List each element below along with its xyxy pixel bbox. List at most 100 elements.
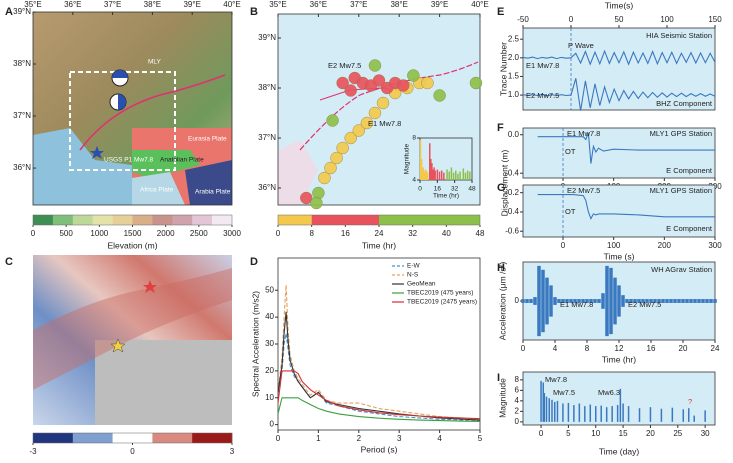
lat-tick-label: 39°N — [258, 33, 276, 42]
x-tick-label: 15 — [619, 429, 628, 438]
panel-letter: C — [5, 256, 13, 268]
line-series — [537, 194, 715, 221]
colorbar-tick-label: 2000 — [157, 229, 175, 238]
panel-letter: B — [250, 6, 258, 18]
aftershock — [368, 106, 382, 120]
aftershock — [330, 151, 343, 165]
colorbar-segment — [33, 433, 74, 443]
annotation: OT — [565, 147, 576, 156]
x-tick-label: 16 — [647, 344, 656, 353]
x-tick-label: 0 — [418, 186, 422, 193]
colorbar-tick-label: 48 — [476, 229, 485, 238]
colorbar-tick-label: 3000 — [223, 229, 241, 238]
aftershock — [344, 131, 357, 145]
colorbar-segment — [278, 215, 312, 225]
colorbar-segment — [379, 215, 480, 225]
lon-tick-label: 37°E — [350, 0, 367, 9]
x-tick-label: 0 — [521, 344, 526, 353]
annotation: WH AGrav Station — [651, 265, 712, 274]
annotation: E1 Mw7.8 — [560, 300, 593, 309]
y-tick-label: 0 — [515, 417, 520, 426]
colorbar-tick-label: 0 — [31, 229, 36, 238]
annotation: ? — [688, 397, 692, 406]
line-series — [522, 78, 716, 111]
x-tick-label: 5 — [478, 434, 483, 443]
y-axis-label: Magnitude — [404, 143, 411, 174]
panel-letter: A — [5, 6, 13, 18]
y-tick-label: 30 — [265, 339, 274, 348]
panel-letter: H — [497, 262, 505, 274]
y-tick-label: 2.0 — [508, 53, 520, 62]
x-tick-label: 24 — [711, 344, 720, 353]
y-tick-label: 2.5 — [508, 34, 520, 43]
colorbar-tick-label: 1500 — [124, 229, 142, 238]
panel-letter: F — [497, 122, 504, 134]
y-axis-label: Spectral Acceleration (m/s2) — [250, 291, 260, 397]
y-tick-label: 8 — [412, 135, 416, 142]
series-label: E2 Mw7.5 — [526, 91, 559, 100]
lon-tick-label: 39°E — [183, 0, 200, 9]
colorbar-segment — [112, 215, 133, 225]
lon-tick-label: 40°E — [471, 0, 488, 9]
colorbar-label: Elevation (m) — [107, 240, 157, 250]
colorbar-label: Time (hr) — [362, 240, 396, 250]
y-tick-label: 2 — [515, 406, 520, 415]
colorbar-segment — [212, 215, 233, 225]
legend-label: TBEC2019 (2475 years) — [407, 299, 477, 306]
x-axis-label: Time (day) — [599, 446, 639, 456]
colorbar-segment — [72, 215, 93, 225]
annotation: E2 Mw7.5 — [628, 300, 661, 309]
aftershock — [310, 196, 323, 210]
legend-label: E-W — [407, 263, 421, 270]
colorbar-segment — [72, 433, 113, 443]
map-label: MLY — [148, 59, 162, 66]
panel-letter: E — [497, 6, 504, 18]
annotation: E1 Mw7.8 — [567, 129, 600, 138]
x-tick-label: -50 — [517, 15, 529, 24]
colorbar-segment — [52, 215, 74, 225]
aftershock — [368, 59, 382, 72]
y-axis-label: Displacement (m) — [499, 150, 509, 217]
colorbar-tick-label: 1000 — [90, 229, 108, 238]
aftershock — [376, 96, 390, 110]
x-tick-label: 8 — [585, 344, 590, 353]
annotation: Mw7.5 — [553, 388, 575, 397]
lat-tick-label: 38°N — [258, 83, 276, 92]
y-tick-label: 40 — [265, 312, 274, 321]
lon-tick-label: 39°E — [431, 0, 448, 9]
x-tick-label: 32 — [451, 186, 459, 193]
x-tick-label: 100 — [660, 15, 674, 24]
y-tick-label: 4 — [515, 396, 520, 405]
plot-area — [522, 184, 716, 238]
legend-label: TBEC2019 (475 years) — [407, 290, 473, 297]
y-tick-label: 8 — [515, 375, 520, 384]
x-tick-label: 0 — [539, 429, 544, 438]
colorbar-segment — [192, 215, 213, 225]
colorbar-segment — [172, 215, 193, 225]
y-tick-label: 10 — [265, 393, 274, 402]
y-tick-label: 4 — [412, 177, 416, 184]
panel-letter: G — [497, 182, 506, 194]
colorbar-segment — [192, 433, 233, 443]
line-series — [537, 132, 715, 164]
x-tick-label: 1 — [316, 434, 321, 443]
x-tick-label: 30 — [701, 429, 710, 438]
annotation: OT — [565, 207, 576, 216]
legend-label: N-S — [407, 272, 419, 279]
colorbar-tick-label: 2500 — [190, 229, 208, 238]
lon-tick-label: 40°E — [223, 0, 240, 9]
x-tick-label: 4 — [437, 434, 442, 443]
lon-tick-label: 35°E — [24, 0, 41, 9]
x-tick-label: 48 — [468, 186, 476, 193]
x-tick-label: 200 — [658, 241, 672, 250]
annotation: Mw7.8 — [545, 375, 567, 384]
colorbar-tick-label: 8 — [309, 229, 314, 238]
lon-tick-label: 36°E — [310, 0, 327, 9]
panel-letter: I — [497, 372, 500, 384]
x-tick-label: 5 — [566, 429, 571, 438]
x-tick-label: 300 — [708, 241, 722, 250]
x-tick-label: 25 — [673, 429, 682, 438]
x-tick-label: 150 — [708, 15, 722, 24]
lat-tick-label: 36°N — [258, 183, 276, 192]
legend-label: GeoMean — [407, 281, 436, 288]
